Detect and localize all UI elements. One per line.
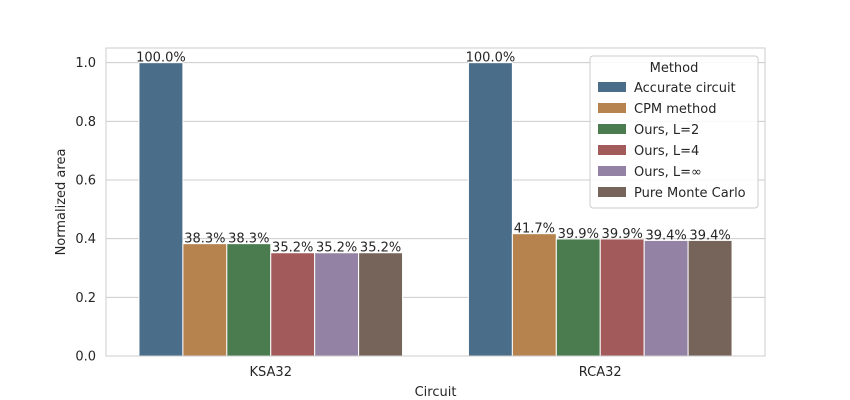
bar bbox=[599, 238, 645, 357]
bar bbox=[511, 233, 557, 357]
bar-value-label: 100.0% bbox=[136, 51, 186, 66]
bar bbox=[358, 252, 404, 357]
bar bbox=[138, 62, 184, 357]
legend-title: Method bbox=[650, 61, 699, 76]
y-tick-label: 0.6 bbox=[75, 174, 96, 189]
x-axis-ticks: KSA32 RCA32 bbox=[250, 365, 622, 380]
legend-swatch bbox=[598, 145, 626, 155]
bar bbox=[467, 62, 513, 357]
bar bbox=[270, 252, 316, 357]
y-tick-label: 1.0 bbox=[75, 56, 96, 71]
legend-swatch bbox=[598, 124, 626, 134]
legend-entry-label: Ours, L=2 bbox=[634, 123, 699, 138]
y-axis-ticks: 0.0 0.2 0.4 0.6 0.8 1.0 bbox=[75, 56, 96, 364]
legend-swatch bbox=[598, 82, 626, 92]
legend-swatch bbox=[598, 166, 626, 176]
legend-swatch bbox=[598, 103, 626, 113]
bar-value-label: 39.4% bbox=[689, 228, 730, 243]
bar-labels: 100.0%38.3% 38.3%35.2% 35.2% 35.2%100.0%41.… bbox=[136, 51, 731, 256]
legend-swatch bbox=[598, 187, 626, 197]
bar bbox=[314, 252, 360, 357]
bar-value-label: 35.2% bbox=[360, 241, 401, 256]
bar-value-label: 39.4% bbox=[645, 228, 686, 243]
bar-value-label: 38.3% bbox=[228, 232, 269, 247]
y-tick-label: 0.8 bbox=[75, 115, 96, 130]
bars bbox=[138, 62, 733, 357]
x-tick-label: KSA32 bbox=[250, 365, 292, 380]
bar-value-label: 100.0% bbox=[466, 51, 516, 66]
y-tick-label: 0.0 bbox=[75, 350, 96, 365]
bar-value-label: 35.2% bbox=[316, 241, 357, 256]
bar bbox=[687, 239, 733, 357]
legend-entry-label: Ours, L=4 bbox=[634, 144, 699, 159]
bar-value-label: 39.9% bbox=[602, 227, 643, 242]
legend-entry-label: CPM method bbox=[634, 102, 716, 117]
bar bbox=[555, 238, 601, 357]
plot-frame bbox=[105, 47, 766, 357]
y-tick-label: 0.4 bbox=[75, 232, 96, 247]
legend-entry-label: Accurate circuit bbox=[634, 81, 736, 96]
bar-value-label: 41.7% bbox=[514, 222, 555, 237]
x-tick-label: RCA32 bbox=[579, 365, 622, 380]
legend-entry-label: Ours, L=∞ bbox=[634, 165, 702, 180]
bar-value-label: 38.3% bbox=[184, 232, 225, 247]
legend: Method Accurate circuit CPM method Ours, L=… bbox=[589, 55, 759, 209]
bar bbox=[643, 239, 689, 357]
y-axis-label: Normalized area bbox=[54, 149, 69, 256]
y-tick-label: 0.2 bbox=[75, 291, 96, 306]
legend-box bbox=[589, 55, 759, 209]
bar bbox=[182, 243, 228, 357]
x-axis-label: Circuit bbox=[415, 385, 457, 400]
bar-value-label: 39.9% bbox=[558, 227, 599, 242]
bar-value-label: 35.2% bbox=[272, 241, 313, 256]
bar bbox=[226, 243, 272, 357]
legend-entry-label: Pure Monte Carlo bbox=[634, 186, 746, 201]
